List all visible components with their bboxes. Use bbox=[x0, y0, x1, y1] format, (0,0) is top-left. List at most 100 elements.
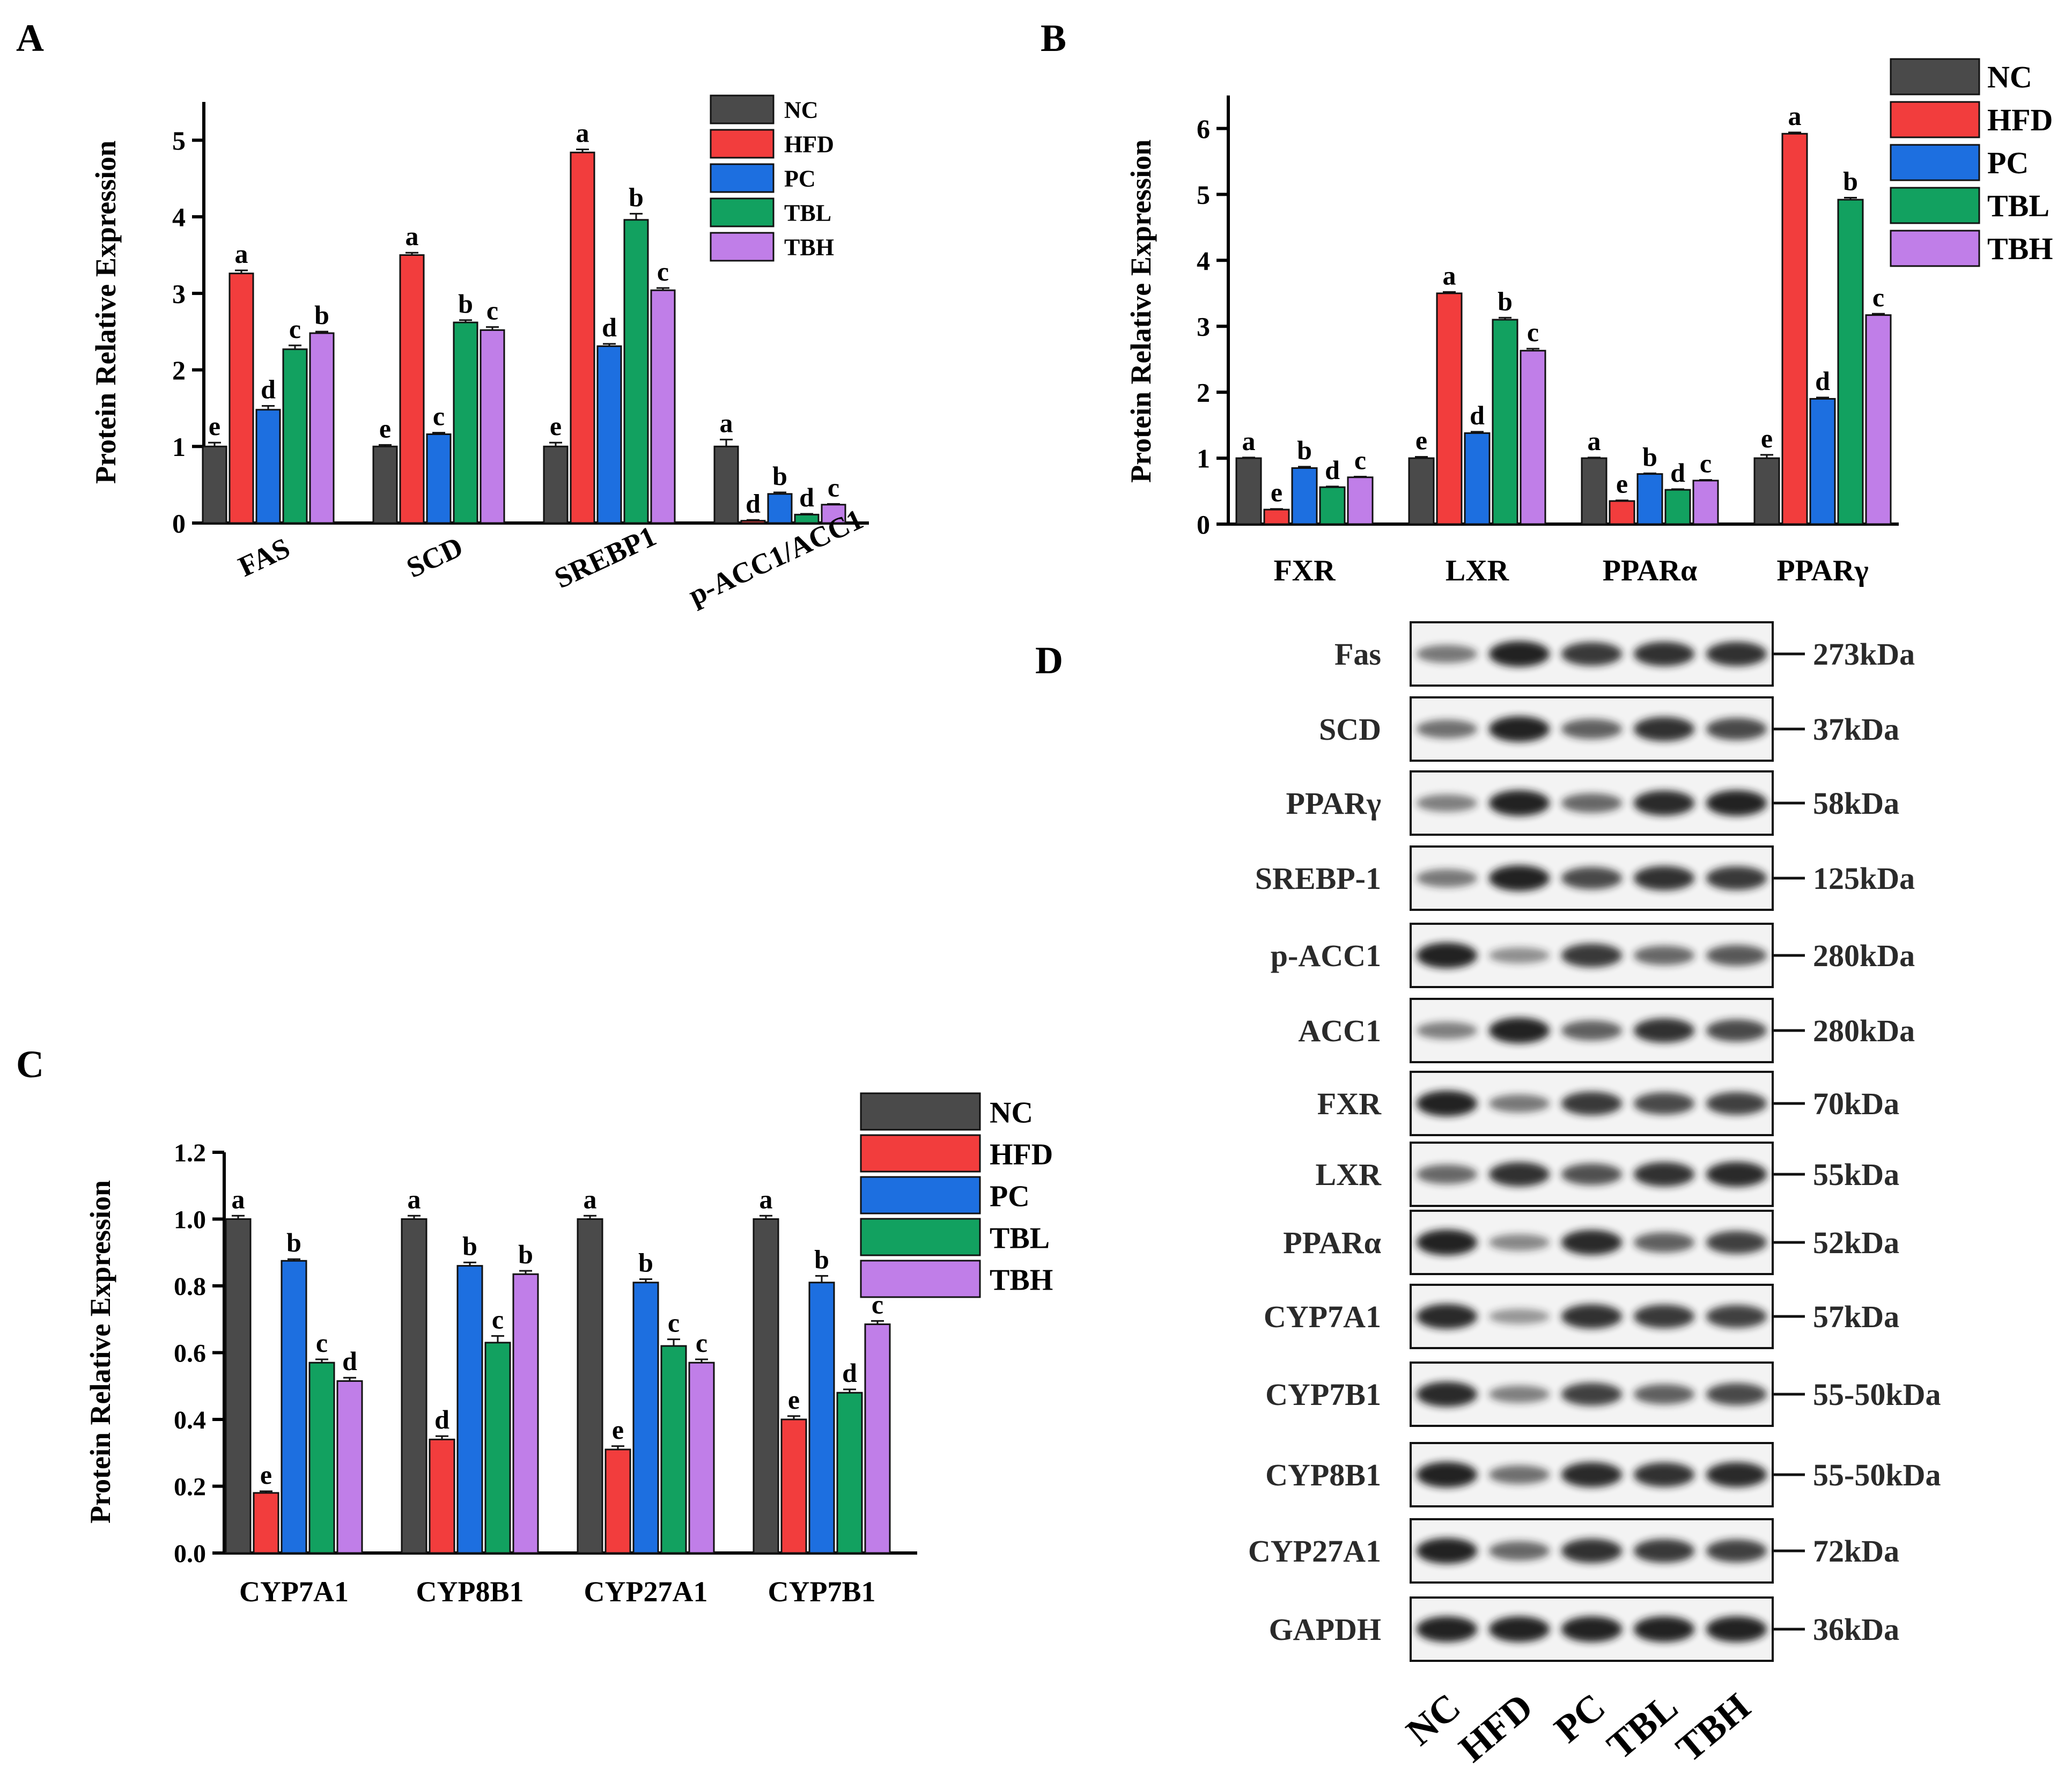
blot-protein-label: FXR bbox=[1317, 1086, 1382, 1121]
blot-band bbox=[1561, 943, 1623, 968]
significance-letter: c bbox=[1872, 282, 1884, 312]
blot-protein-label: PPARγ bbox=[1286, 786, 1381, 821]
blot-band bbox=[1706, 1462, 1767, 1488]
legend-swatch bbox=[860, 1134, 981, 1173]
bar-tbh bbox=[1865, 314, 1892, 525]
blot-row: SCD 37kDa bbox=[1319, 696, 1899, 762]
bar-pc bbox=[426, 433, 452, 524]
bar-tbh bbox=[1347, 476, 1374, 525]
legend-label: NC bbox=[990, 1096, 1033, 1129]
legend-label: TBH bbox=[990, 1263, 1053, 1297]
significance-letter: b bbox=[638, 1248, 653, 1278]
panel-label: A bbox=[16, 17, 44, 60]
y-tick-label: 0.8 bbox=[174, 1272, 206, 1301]
significance-letter: a bbox=[576, 117, 589, 148]
blot-mw-label: 37kDa bbox=[1813, 712, 1899, 747]
blot-protein-label: CYP7B1 bbox=[1265, 1377, 1381, 1412]
blot-mw-label: 58kDa bbox=[1813, 786, 1899, 821]
blot-band bbox=[1633, 642, 1695, 666]
blot-band bbox=[1488, 1385, 1550, 1403]
blot-band bbox=[1416, 869, 1478, 887]
legend-swatch bbox=[1890, 187, 1980, 224]
blot-protein-label: SCD bbox=[1319, 712, 1381, 747]
x-tick-label: PPARα bbox=[1603, 554, 1697, 587]
bar-tbh bbox=[512, 1273, 539, 1554]
legend-label: PC bbox=[1987, 145, 2029, 180]
blot-band bbox=[1633, 945, 1695, 966]
blot-band bbox=[1633, 1616, 1695, 1642]
bar-tbh bbox=[336, 1380, 363, 1554]
bar-hfd bbox=[780, 1418, 807, 1554]
x-tick-label: CYP7A1 bbox=[239, 1576, 349, 1608]
legend-label: NC bbox=[784, 97, 819, 123]
blot-band bbox=[1488, 641, 1550, 667]
y-tick-label: 0.0 bbox=[174, 1540, 206, 1568]
y-tick-label: 0.4 bbox=[174, 1406, 206, 1434]
significance-letter: a bbox=[405, 221, 419, 251]
significance-letter: d bbox=[1325, 455, 1340, 485]
blot-row: PPARα 52kDa bbox=[1283, 1210, 1899, 1275]
bar-tbl bbox=[836, 1392, 863, 1554]
blot-row: GAPDH 36kDa bbox=[1269, 1596, 1899, 1662]
bar-nc bbox=[1581, 457, 1608, 525]
y-tick-label: 5 bbox=[172, 126, 186, 156]
legend-label: TBL bbox=[784, 200, 831, 226]
bar-nc bbox=[372, 445, 398, 524]
blot-protein-label: GAPDH bbox=[1269, 1612, 1381, 1647]
blot-protein-label: CYP7A1 bbox=[1264, 1299, 1381, 1334]
blot-band bbox=[1488, 947, 1550, 963]
blot-row: Fas 273kDa bbox=[1334, 621, 1915, 687]
blot-band bbox=[1706, 866, 1767, 890]
blot-band bbox=[1416, 1164, 1478, 1184]
blot-mw-label: 36kDa bbox=[1813, 1612, 1899, 1647]
blot-band bbox=[1488, 1234, 1550, 1251]
significance-letter: b bbox=[814, 1244, 829, 1274]
bar-tbl bbox=[660, 1345, 687, 1554]
legend-swatch bbox=[710, 232, 775, 262]
significance-letter: a bbox=[408, 1184, 421, 1214]
blot-band bbox=[1488, 1308, 1550, 1324]
blot-band bbox=[1633, 1162, 1695, 1187]
bar-pc bbox=[281, 1260, 307, 1554]
x-tick-label: FXR bbox=[1273, 554, 1336, 587]
bar-nc bbox=[202, 445, 227, 524]
blot-band bbox=[1561, 719, 1623, 739]
bar-pc bbox=[632, 1282, 659, 1554]
blot-band bbox=[1561, 1539, 1623, 1563]
blot-mw-label: 72kDa bbox=[1813, 1534, 1899, 1569]
y-tick-label: 1 bbox=[172, 432, 186, 462]
bar-tbl bbox=[282, 348, 308, 524]
blot-band bbox=[1706, 1383, 1767, 1405]
legend-swatch bbox=[1890, 101, 1980, 138]
significance-letter: e bbox=[788, 1385, 800, 1415]
blot-lane-label: TBL bbox=[1599, 1685, 1686, 1768]
legend-swatch bbox=[860, 1176, 981, 1215]
blot-mw-label: 55kDa bbox=[1813, 1157, 1899, 1192]
blot-band bbox=[1416, 794, 1478, 812]
blot-band bbox=[1416, 719, 1478, 739]
bar-hfd bbox=[429, 1438, 455, 1554]
legend-swatch bbox=[860, 1092, 981, 1131]
significance-letter: a bbox=[232, 1184, 245, 1214]
bar-tbl bbox=[453, 321, 478, 524]
significance-letter: c bbox=[828, 472, 839, 502]
legend-label: HFD bbox=[784, 131, 834, 158]
legend-swatch bbox=[710, 197, 775, 227]
y-tick-label: 6 bbox=[1197, 114, 1210, 144]
blot-band bbox=[1488, 1541, 1550, 1561]
blot-protein-label: p-ACC1 bbox=[1271, 938, 1381, 973]
significance-letter: e bbox=[260, 1460, 272, 1490]
bar-nc bbox=[577, 1218, 603, 1554]
y-tick-label: 1.0 bbox=[174, 1205, 206, 1234]
significance-letter: a bbox=[235, 239, 248, 269]
blot-mw-label: 52kDa bbox=[1813, 1225, 1899, 1260]
blot-band bbox=[1416, 1538, 1478, 1564]
blot-band bbox=[1416, 1021, 1478, 1040]
bar-tbl bbox=[1664, 489, 1691, 525]
x-tick-label: LXR bbox=[1446, 554, 1509, 587]
significance-letter: d bbox=[799, 482, 814, 512]
x-tick-label: CYP7B1 bbox=[768, 1576, 876, 1608]
blot-band bbox=[1416, 1304, 1478, 1329]
significance-letter: e bbox=[612, 1415, 624, 1445]
